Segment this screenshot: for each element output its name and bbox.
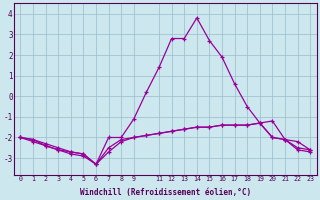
X-axis label: Windchill (Refroidissement éolien,°C): Windchill (Refroidissement éolien,°C) <box>80 188 251 197</box>
